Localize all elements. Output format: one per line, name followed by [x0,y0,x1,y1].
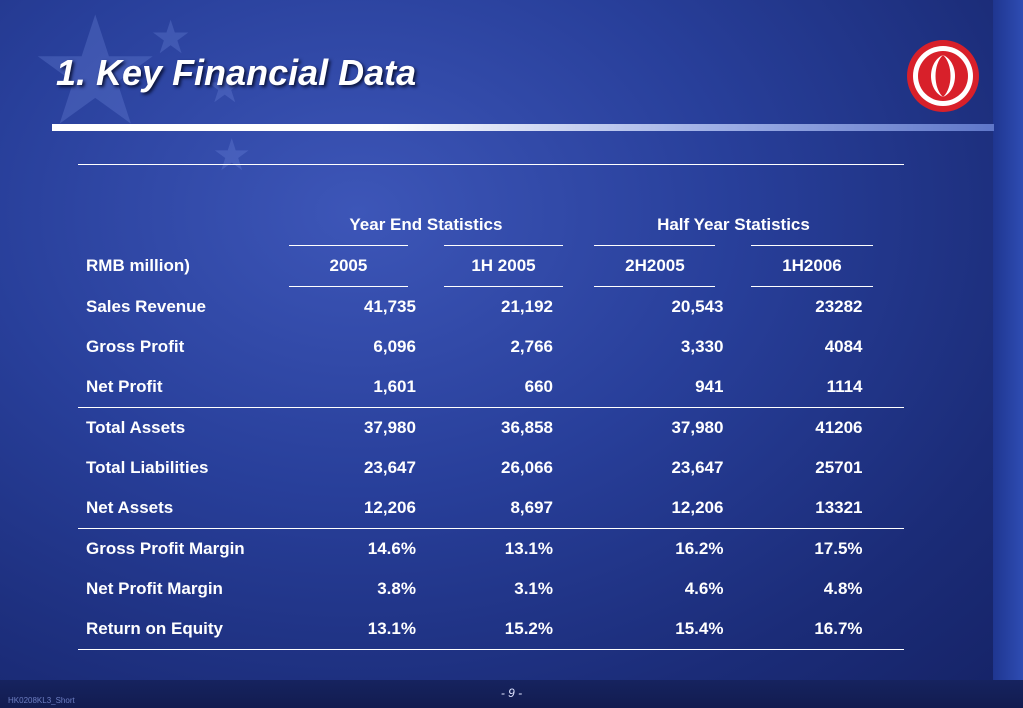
row-label: Total Liabilities [86,458,209,477]
table-cell: 3.1% [514,579,553,598]
table-cell: 37,980 [594,407,734,448]
table-row: Net Profit 1,601 660 941 1114 [78,367,904,408]
table-cell: 3,330 [680,337,724,356]
table-cell: 21,192 [501,297,553,316]
table-cell: 12,206 [363,498,416,517]
row-label: Net Profit [86,377,163,396]
table-row: Gross Profit Margin 14.6% 13.1% 16.2% 17… [78,528,904,569]
right-edge-band [993,0,1023,708]
bottom-footer-band [0,680,1023,708]
table-cell: 23,647 [363,458,416,477]
row-label: Net Assets [86,498,174,517]
table-cell: 660 [524,377,553,396]
table-cell: 25701 [815,458,863,477]
table-cell: 14.6% [288,528,426,569]
star-icon: ★ [28,0,163,155]
table-cell: 941 [695,377,724,396]
table-cell: 1114 [826,377,863,396]
financial-data-table: Year End Statistics Half Year Statistics… [78,164,904,650]
column-header-1h2005: 1H 2005 [425,245,563,287]
star-icon: ★ [150,11,192,63]
table-cell: 23282 [815,297,863,316]
table-row: Sales Revenue 41,735 21,192 20,543 23282 [78,287,904,328]
row-label: Net Profit Margin [86,579,223,598]
table-cell: 36,858 [425,407,563,448]
row-label: Gross Profit Margin [78,528,258,569]
table-cell: 13.1% [425,528,563,569]
page-number: - 9 - [500,686,523,700]
page-title: 1. Key Financial Data [56,52,417,93]
table-row: Gross Profit 6,096 2,766 3,330 4084 [78,327,904,367]
table-cell: 20,543 [671,297,724,316]
group-header-year-end: Year End Statistics [288,205,563,246]
table-cell: 23,647 [671,458,724,477]
table-cell: 41,735 [363,297,416,316]
table-row: Total Liabilities 23,647 26,066 23,647 2… [78,448,904,488]
row-label: Return on Equity [78,609,258,650]
table-cell: 13.1% [288,609,426,650]
table-cell: 15.4% [594,609,734,650]
table-cell: 2,766 [510,337,553,356]
table-cell: 12,206 [671,498,724,517]
table-group-header-row: Year End Statistics Half Year Statistics [78,205,904,246]
column-header-2005: 2005 [288,245,426,287]
table-cell: 6,096 [373,337,416,356]
table-cell: 37,980 [288,407,426,448]
table-cell: 4084 [824,337,863,356]
table-column-header-row: RMB million) 2005 1H 2005 2H2005 1H2006 [78,245,904,287]
table-cell: 17.5% [733,528,873,569]
column-header-2h2005: 2H2005 [594,245,734,287]
table-cell: 41206 [733,407,873,448]
table-cell: 4.6% [684,579,724,598]
table-cell: 16.2% [594,528,734,569]
table-top-rule [78,164,904,205]
table-cell: 16.7% [733,609,873,650]
star-icon: ★ [205,63,245,112]
table-row: Return on Equity 13.1% 15.2% 15.4% 16.7% [78,609,904,650]
dongfeng-logo-icon [907,40,979,112]
group-header-half-year: Half Year Statistics [594,205,873,246]
table-row: Net Assets 12,206 8,697 12,206 13321 [78,488,904,529]
footer-code: HK0208KL3_Short [8,696,75,705]
table-row: Total Assets 37,980 36,858 37,980 41206 [78,407,904,448]
row-label: Gross Profit [86,337,185,356]
table-cell: 1,601 [373,377,416,396]
table-cell: 8,697 [510,498,553,517]
table-cell: 3.8% [377,579,416,598]
row-label: Total Assets [78,407,258,448]
table-row: Net Profit Margin 3.8% 3.1% 4.6% 4.8% [78,569,904,609]
title-underline-bar [52,124,994,131]
unit-label: RMB million) [86,256,190,275]
row-label: Sales Revenue [86,296,207,316]
table-cell: 13321 [815,498,863,517]
table-cell: 15.2% [425,609,563,650]
column-header-1h2006: 1H2006 [733,245,873,287]
table-cell: 26,066 [501,458,553,477]
table-cell: 4.8% [823,579,863,598]
